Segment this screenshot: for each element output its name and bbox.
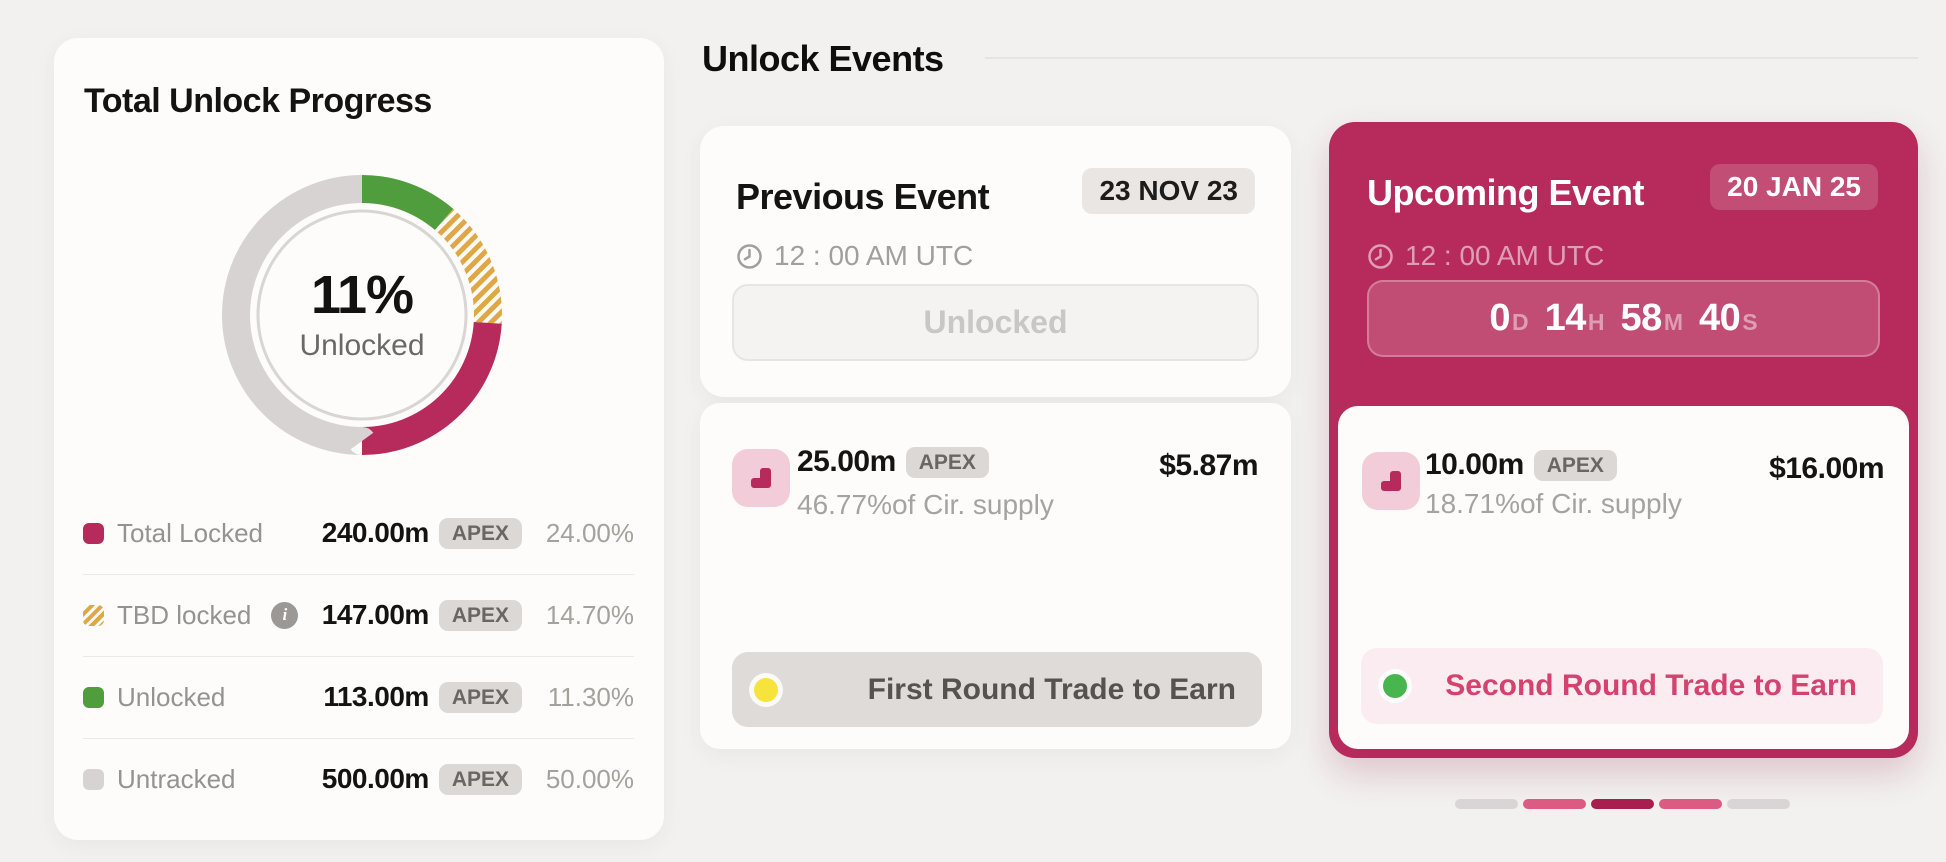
previous-event-time: 12 : 00 AM UTC xyxy=(774,240,974,271)
legend-label: Unlocked xyxy=(117,681,226,712)
legend-value: 113.00m xyxy=(323,681,429,712)
legend-label: TBD locked xyxy=(117,599,252,630)
apex-unit-badge: APEX xyxy=(438,517,522,549)
previous-event-time-row: 12 : 00 AM UTC xyxy=(736,240,973,272)
supply-caption: of Cir. supply xyxy=(1519,488,1682,519)
green-status-dot xyxy=(1383,674,1407,698)
upcoming-event-title: Upcoming Event xyxy=(1367,172,1645,213)
countdown-hours: 14 H xyxy=(1545,297,1605,340)
progress-card-title: Total Unlock Progress xyxy=(84,82,432,120)
section-divider xyxy=(985,57,1918,59)
legend-label: Total Locked xyxy=(117,517,263,548)
pagination-bar-4[interactable] xyxy=(1659,799,1722,809)
legend-percent: 14.70% xyxy=(545,599,634,630)
info-icon[interactable]: i xyxy=(271,601,299,629)
upcoming-event-card-body: 10.00m APEX $16.00m 18.71%of Cir. supply… xyxy=(1338,406,1909,749)
total-unlock-progress-card: Total Unlock Progress 11% Unlocked xyxy=(54,38,664,840)
apex-unit-badge: APEX xyxy=(438,599,522,631)
legend-divider xyxy=(83,574,634,575)
upcoming-supply-row: 18.71%of Cir. supply xyxy=(1425,488,1682,520)
legend-divider xyxy=(83,656,634,657)
upcoming-amount: 10.00m xyxy=(1425,448,1524,481)
upcoming-event-card: Upcoming Event 20 JAN 25 12 : 00 AM UTC … xyxy=(1329,122,1918,758)
legend-row-untracked: Untracked 500.00m APEX 50.00% xyxy=(83,756,634,802)
previous-event-card-body: 25.00m APEX $5.87m 46.77%of Cir. supply … xyxy=(700,403,1291,749)
countdown-minutes-unit: M xyxy=(1663,309,1683,335)
donut-center-label: 11% Unlocked xyxy=(222,175,502,455)
legend-value: 500.00m xyxy=(321,763,430,794)
donut-segment-untracked xyxy=(222,175,502,455)
unlock-events-heading: Unlock Events xyxy=(702,38,944,79)
countdown-days: 0 D xyxy=(1489,297,1528,340)
countdown-minutes-value: 58 xyxy=(1620,297,1663,339)
upcoming-event-time: 12 : 00 AM UTC xyxy=(1405,240,1605,271)
apex-token-icon xyxy=(1362,452,1420,510)
countdown-days-value: 0 xyxy=(1489,297,1511,339)
token-step-glyph xyxy=(1381,471,1401,491)
upcoming-amount-row: 10.00m APEX xyxy=(1425,448,1617,482)
apex-unit-badge: APEX xyxy=(438,763,522,795)
clock-icon xyxy=(737,243,762,269)
countdown-days-unit: D xyxy=(1512,309,1529,335)
previous-amount-row: 25.00m APEX xyxy=(797,445,989,479)
unlocked-caption: Unlocked xyxy=(299,329,425,363)
unlocked-percent: 11% xyxy=(310,264,414,325)
unlocked-status-button[interactable]: Unlocked xyxy=(732,284,1259,361)
legend-row-total-locked: Total Locked 240.00m APEX 24.00% xyxy=(83,510,634,556)
donut-inner-ring xyxy=(256,209,468,421)
countdown-seconds-value: 40 xyxy=(1699,297,1741,339)
apex-unit-badge: APEX xyxy=(1533,449,1617,481)
untracked-swatch xyxy=(83,768,104,790)
previous-round-bar[interactable]: First Round Trade to Earn xyxy=(732,652,1262,727)
token-step-glyph xyxy=(751,468,771,488)
total-locked-swatch xyxy=(83,522,104,544)
countdown-timer: 0 D 14 H 58 M 40 S xyxy=(1367,280,1880,357)
apex-unit-badge: APEX xyxy=(438,681,522,713)
donut-segment-tbd-locked xyxy=(222,175,502,455)
tbd-locked-swatch xyxy=(83,604,104,626)
legend-percent: 50.00% xyxy=(545,763,634,794)
upcoming-round-label: Second Round Trade to Earn xyxy=(1445,669,1857,702)
pagination-bar-5[interactable] xyxy=(1727,799,1790,809)
apex-unit-badge: APEX xyxy=(905,446,989,478)
pagination-bar-3[interactable] xyxy=(1591,799,1654,809)
previous-event-card-header: Previous Event 23 NOV 23 12 : 00 AM UTC … xyxy=(700,126,1291,397)
countdown-hours-unit: H xyxy=(1587,309,1605,335)
previous-usd-value: $5.87m xyxy=(1159,449,1258,482)
legend-value: 147.00m xyxy=(321,599,430,630)
donut-svg xyxy=(222,175,502,455)
countdown-seconds: 40 S xyxy=(1699,297,1758,340)
legend-percent: 24.00% xyxy=(545,517,634,548)
upcoming-event-time-row: 12 : 00 AM UTC xyxy=(1367,240,1604,272)
previous-event-date-badge: 23 NOV 23 xyxy=(1082,168,1255,214)
supply-caption: of Cir. supply xyxy=(891,489,1054,520)
previous-amount: 25.00m xyxy=(797,445,896,478)
upcoming-supply-percent: 18.71% xyxy=(1425,488,1520,519)
clock-icon xyxy=(1368,243,1393,269)
countdown-hours-value: 14 xyxy=(1544,297,1587,339)
previous-supply-percent: 46.77% xyxy=(797,489,892,520)
unlocked-swatch xyxy=(83,686,104,708)
countdown-seconds-unit: S xyxy=(1742,309,1758,335)
countdown-minutes: 58 M xyxy=(1621,297,1683,340)
legend-percent: 11.30% xyxy=(547,681,634,712)
upcoming-event-date-badge: 20 JAN 25 xyxy=(1710,164,1878,210)
apex-token-icon xyxy=(732,449,790,507)
unlock-donut-chart: 11% Unlocked xyxy=(222,175,502,455)
upcoming-usd-value: $16.00m xyxy=(1769,452,1884,485)
legend-row-unlocked: Unlocked 113.00m APEX 11.30% xyxy=(83,674,634,720)
yellow-status-dot xyxy=(754,677,778,702)
previous-event-title: Previous Event xyxy=(736,176,990,217)
upcoming-round-bar[interactable]: Second Round Trade to Earn xyxy=(1361,648,1883,724)
pagination-bar-1[interactable] xyxy=(1455,799,1518,809)
previous-supply-row: 46.77%of Cir. supply xyxy=(797,489,1054,521)
previous-round-label: First Round Trade to Earn xyxy=(867,672,1236,706)
legend-value: 240.00m xyxy=(321,517,430,548)
legend-divider xyxy=(83,738,634,739)
pagination-bar-2[interactable] xyxy=(1523,799,1586,809)
legend-label: Untracked xyxy=(117,763,236,794)
legend-row-tbd-locked: TBD locked i 147.00m APEX 14.70% xyxy=(83,592,634,638)
